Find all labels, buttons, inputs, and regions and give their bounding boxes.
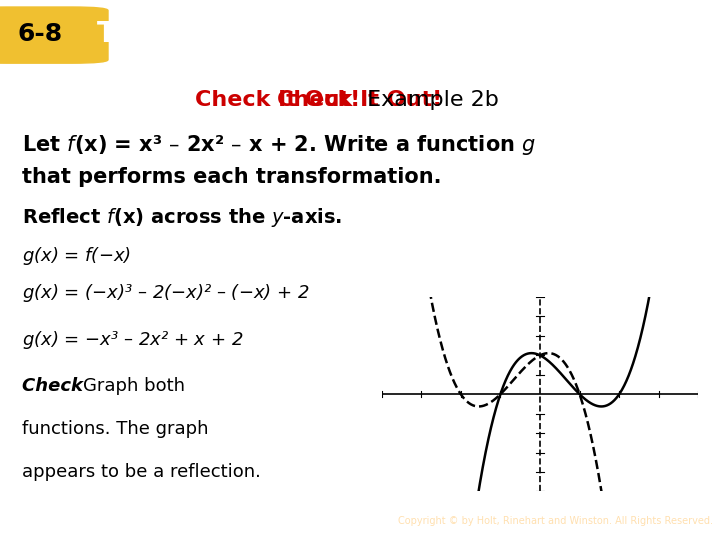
Text: Example 2b: Example 2b <box>360 90 499 110</box>
Text: Check It Out!: Check It Out! <box>277 90 443 110</box>
Text: Check It Out! Example 2b: Check It Out! Example 2b <box>217 90 503 110</box>
FancyBboxPatch shape <box>0 7 108 63</box>
Text: Reflect $\mathit{f}$(x) across the $\mathit{y}$-axis.: Reflect $\mathit{f}$(x) across the $\mat… <box>22 206 342 230</box>
Text: $\mathit{g}$(x) = −x³ – 2x² + x + 2: $\mathit{g}$(x) = −x³ – 2x² + x + 2 <box>22 329 243 352</box>
Text: Transforming Polynomial Functions: Transforming Polynomial Functions <box>97 19 649 48</box>
Text: functions. The graph: functions. The graph <box>22 420 208 438</box>
Text: Holt Algebra 2: Holt Algebra 2 <box>7 514 120 528</box>
Text: 6-8: 6-8 <box>17 22 62 46</box>
Text: $\mathit{g}$(x) = (−x)³ – 2(−x)² – (−x) + 2: $\mathit{g}$(x) = (−x)³ – 2(−x)² – (−x) … <box>22 282 309 304</box>
Text: appears to be a reflection.: appears to be a reflection. <box>22 463 261 481</box>
Text: Check It Out!: Check It Out! <box>194 90 360 110</box>
Text: $\mathit{g}$(x) = $\mathit{f}$(−x): $\mathit{g}$(x) = $\mathit{f}$(−x) <box>22 245 130 267</box>
Text: Let $\mathit{f}$(x) = x³ – 2x² – x + 2. Write a function $\mathit{g}$: Let $\mathit{f}$(x) = x³ – 2x² – x + 2. … <box>22 133 536 157</box>
Text: that performs each transformation.: that performs each transformation. <box>22 167 441 187</box>
Text: Copyright © by Holt, Rinehart and Winston. All Rights Reserved.: Copyright © by Holt, Rinehart and Winsto… <box>397 516 713 526</box>
Text: Check: Check <box>22 377 89 395</box>
Text: Graph both: Graph both <box>83 377 185 395</box>
